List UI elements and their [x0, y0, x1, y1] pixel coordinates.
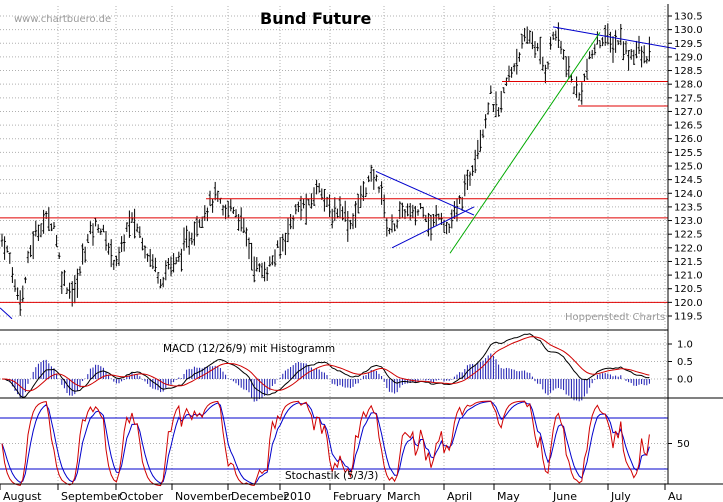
- macd-tick-label: 0.0: [677, 375, 693, 386]
- month-label: October: [119, 490, 163, 502]
- left-edge-trendline: [0, 307, 13, 320]
- triangle-upper-trendline: [375, 170, 475, 216]
- price-tick-label: 122.0: [674, 243, 703, 254]
- month-label: Au: [668, 490, 683, 502]
- stochastic-label: Stochastik (5/3/3): [285, 470, 378, 482]
- price-tick-label: 124.0: [674, 189, 703, 200]
- price-tick-label: 124.5: [674, 175, 703, 186]
- top-channel-trendline: [552, 26, 677, 50]
- triangle-lower-trendline: [391, 206, 475, 249]
- price-tick-label: 126.0: [674, 134, 703, 145]
- credit-label: Hoppenstedt Charts: [565, 312, 665, 323]
- grid-lines: [0, 6, 668, 484]
- stochastic-k-line: [1, 400, 650, 487]
- stochastic-tick-label: 50: [677, 439, 690, 450]
- price-tick-label: 128.0: [674, 80, 703, 91]
- price-tick-label: 120.5: [674, 284, 703, 295]
- price-tick-label: 127.5: [674, 93, 703, 104]
- price-tick-label: 123.5: [674, 202, 703, 213]
- price-tick-label: 129.5: [674, 39, 703, 50]
- price-tick-label: 123.0: [674, 216, 703, 227]
- price-tick-label: 125.5: [674, 148, 703, 159]
- price-tick-label: 130.0: [674, 25, 703, 36]
- price-tick-label: 121.0: [674, 271, 703, 282]
- month-label: August: [3, 490, 42, 502]
- month-label: September: [61, 490, 122, 502]
- macd-label: MACD (12/26/9) mit Histogramm: [163, 343, 335, 355]
- month-label: February: [333, 490, 382, 502]
- month-label: March: [387, 490, 421, 502]
- price-tick-label: 127.0: [674, 107, 703, 118]
- month-label: December: [231, 490, 289, 502]
- macd-panel: [1, 333, 650, 402]
- price-tick-label: 120.0: [674, 298, 703, 309]
- chart-title: Bund Future: [260, 9, 371, 28]
- month-label: July: [610, 490, 631, 502]
- macd-line: [1, 333, 650, 398]
- macd-tick-label: 1.0: [677, 340, 693, 351]
- month-label: 2010: [283, 490, 311, 502]
- month-label: May: [497, 490, 520, 502]
- month-label: November: [175, 490, 233, 502]
- month-label: June: [552, 490, 577, 502]
- axes: 119.5 120.0 120.5 121.0 121.5 122.0 122.5 123.0…: [0, 4, 723, 502]
- macd-tick-label: 0.5: [677, 357, 693, 368]
- price-tick-label: 129.0: [674, 52, 703, 63]
- price-tick-label: 126.5: [674, 121, 703, 132]
- price-tick-label: 128.5: [674, 66, 703, 77]
- month-label: April: [447, 490, 472, 502]
- price-tick-label: 122.5: [674, 230, 703, 241]
- uptrend-line: [449, 32, 601, 254]
- price-tick-label: 125.0: [674, 162, 703, 173]
- price-tick-label: 119.5: [674, 312, 703, 323]
- stochastic-d-line: [1, 400, 650, 485]
- macd-signal-line: [2, 336, 650, 392]
- watermark: www.chartbuero.de: [14, 14, 111, 25]
- price-panel: [0, 22, 677, 320]
- stochastic-panel: [0, 400, 668, 487]
- price-tick-label: 130.5: [674, 12, 703, 23]
- price-tick-label: 121.5: [674, 257, 703, 268]
